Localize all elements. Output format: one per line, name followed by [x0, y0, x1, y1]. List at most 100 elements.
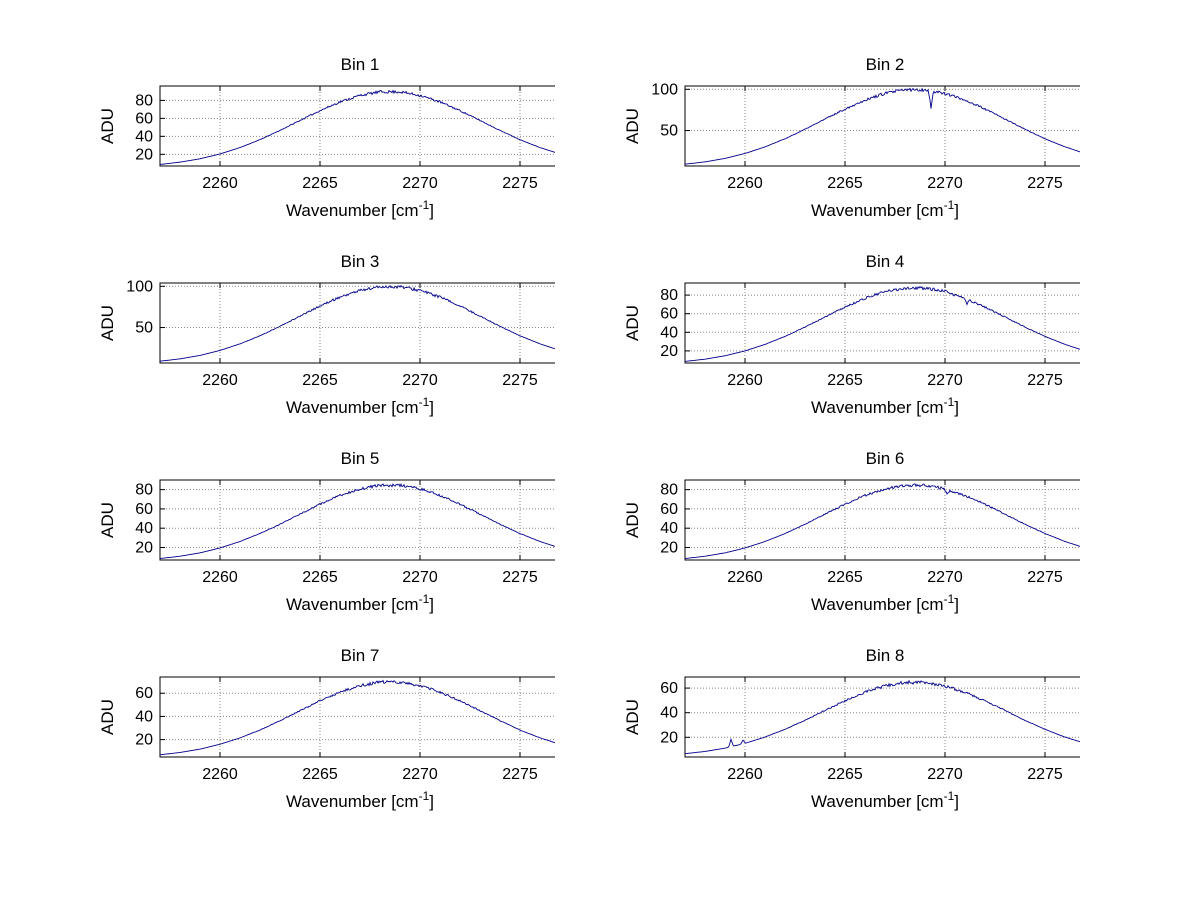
- y-tick-label: 40: [135, 520, 153, 537]
- x-tick-label: 2260: [202, 766, 238, 783]
- plot-canvas-bin-2: 2260 2265 2270 2275 50 100 ADU Wavenumber [cm-1…: [623, 81, 1086, 220]
- spectrum-curve: [159, 483, 561, 559]
- y-axis-label: ADU: [98, 699, 117, 735]
- x-axis-label: Wavenumber [cm-1]: [286, 789, 434, 811]
- x-tick-label: 2275: [502, 569, 538, 586]
- x-axis-label: Wavenumber [cm-1]: [811, 395, 959, 417]
- x-tick-label: 2265: [827, 372, 863, 389]
- y-tick-label: 80: [660, 482, 678, 499]
- spectrum-curve: [159, 89, 561, 165]
- x-tick-label: 2275: [1027, 569, 1063, 586]
- plot-title-bin-4: Bin 4: [865, 252, 905, 271]
- subplot-bin-7: Bin 7 2260 2265 2270 2275 20 40 60 ADU Wavenumbe…: [30, 645, 561, 842]
- y-axis-label: ADU: [98, 502, 117, 538]
- y-tick-label: 50: [135, 320, 153, 337]
- x-tick-label: 2275: [502, 372, 538, 389]
- x-tick-label: 2275: [502, 175, 538, 192]
- x-tick-label: 2260: [202, 569, 238, 586]
- y-axis-label: ADU: [623, 699, 642, 735]
- axes-box: [684, 676, 1086, 758]
- plot-title-bin-8: Bin 8: [865, 646, 905, 665]
- y-tick-label: 60: [135, 685, 153, 702]
- y-tick-label: 60: [660, 501, 678, 518]
- subplot-bin-8: Bin 8 2260 2265 2270 2275 20 40 60 ADU Wavenumbe…: [555, 645, 1086, 842]
- y-tick-label: 20: [135, 146, 153, 163]
- subplot-bin-6: Bin 6 2260 2265 2270 2275 20 40 60 80 ADU Wavenum…: [555, 448, 1086, 645]
- plot-title-bin-5: Bin 5: [340, 449, 380, 468]
- subplot-bin-4: Bin 4 2260 2265 2270 2275 20 40 60 80 ADU Wavenum…: [555, 251, 1086, 448]
- axes-box: [159, 676, 561, 758]
- x-axis-label: Wavenumber [cm-1]: [286, 198, 434, 220]
- spectrum-curve: [159, 679, 561, 756]
- y-tick-label: 50: [660, 123, 678, 140]
- y-tick-label: 40: [660, 705, 678, 722]
- x-tick-label: 2265: [302, 175, 338, 192]
- plot-title-bin-7: Bin 7: [340, 646, 380, 665]
- x-tick-label: 2270: [927, 175, 963, 192]
- x-tick-label: 2270: [402, 766, 438, 783]
- x-tick-label: 2265: [827, 569, 863, 586]
- y-tick-label: 20: [135, 732, 153, 749]
- x-tick-label: 2275: [1027, 766, 1063, 783]
- x-tick-label: 2270: [402, 372, 438, 389]
- y-tick-label: 80: [660, 287, 678, 304]
- x-tick-label: 2265: [827, 175, 863, 192]
- x-axis-label: Wavenumber [cm-1]: [811, 592, 959, 614]
- x-tick-label: 2270: [927, 766, 963, 783]
- x-tick-label: 2275: [1027, 175, 1063, 192]
- y-axis-label: ADU: [98, 108, 117, 144]
- figure: Bin 1 2260 2265 2270 2275 20 40 60 80 ADU Wavenum…: [30, 54, 1200, 842]
- y-tick-label: 60: [660, 306, 678, 323]
- plot-canvas-bin-5: 2260 2265 2270 2275 20 40 60 80 ADU Wavenumber [c…: [98, 479, 561, 614]
- subplot-bin-3: Bin 3 2260 2265 2270 2275 50 100 ADU Wavenumber…: [30, 251, 561, 448]
- x-tick-label: 2260: [202, 175, 238, 192]
- x-tick-label: 2265: [302, 569, 338, 586]
- y-axis-label: ADU: [623, 108, 642, 144]
- plot-canvas-bin-6: 2260 2265 2270 2275 20 40 60 80 ADU Wavenumber [c…: [623, 479, 1086, 614]
- x-axis-label: Wavenumber [cm-1]: [811, 198, 959, 220]
- spectrum-curve: [684, 483, 1086, 559]
- plot-title-bin-3: Bin 3: [340, 252, 380, 271]
- x-tick-label: 2265: [827, 766, 863, 783]
- y-tick-label: 80: [135, 482, 153, 499]
- x-tick-label: 2260: [727, 569, 763, 586]
- y-tick-label: 60: [660, 680, 678, 697]
- plot-canvas-bin-7: 2260 2265 2270 2275 20 40 60 ADU Wavenumber [cm-…: [98, 676, 561, 811]
- y-axis-label: ADU: [623, 502, 642, 538]
- y-tick-label: 40: [135, 708, 153, 725]
- x-axis-label: Wavenumber [cm-1]: [286, 592, 434, 614]
- x-tick-label: 2275: [502, 766, 538, 783]
- x-tick-label: 2260: [202, 372, 238, 389]
- y-tick-label: 60: [135, 110, 153, 127]
- y-tick-label: 20: [660, 343, 678, 360]
- y-tick-label: 100: [651, 81, 678, 98]
- x-tick-label: 2265: [302, 766, 338, 783]
- y-tick-label: 20: [660, 539, 678, 556]
- x-tick-label: 2270: [927, 569, 963, 586]
- subplot-bin-1: Bin 1 2260 2265 2270 2275 20 40 60 80 ADU Wavenum…: [30, 54, 561, 251]
- y-tick-label: 40: [135, 128, 153, 145]
- y-tick-label: 60: [135, 501, 153, 518]
- subplot-bin-5: Bin 5 2260 2265 2270 2275 20 40 60 80 ADU Wavenum…: [30, 448, 561, 645]
- x-tick-label: 2275: [1027, 372, 1063, 389]
- subplot-grid: Bin 1 2260 2265 2270 2275 20 40 60 80 ADU Wavenum…: [30, 54, 1200, 842]
- y-tick-label: 20: [135, 539, 153, 556]
- x-tick-label: 2260: [727, 766, 763, 783]
- plot-title-bin-2: Bin 2: [865, 55, 905, 74]
- y-axis-label: ADU: [98, 305, 117, 341]
- spectrum-curve: [684, 87, 1086, 165]
- x-tick-label: 2260: [727, 372, 763, 389]
- plot-title-bin-6: Bin 6: [865, 449, 905, 468]
- plot-title-bin-1: Bin 1: [340, 55, 380, 74]
- x-tick-label: 2270: [402, 569, 438, 586]
- x-tick-label: 2260: [727, 175, 763, 192]
- x-tick-label: 2265: [302, 372, 338, 389]
- spectrum-curve: [684, 679, 1086, 755]
- y-tick-label: 40: [660, 324, 678, 341]
- x-tick-label: 2270: [927, 372, 963, 389]
- plot-canvas-bin-3: 2260 2265 2270 2275 50 100 ADU Wavenumber [cm-1…: [98, 278, 561, 417]
- x-axis-label: Wavenumber [cm-1]: [286, 395, 434, 417]
- y-tick-label: 40: [660, 520, 678, 537]
